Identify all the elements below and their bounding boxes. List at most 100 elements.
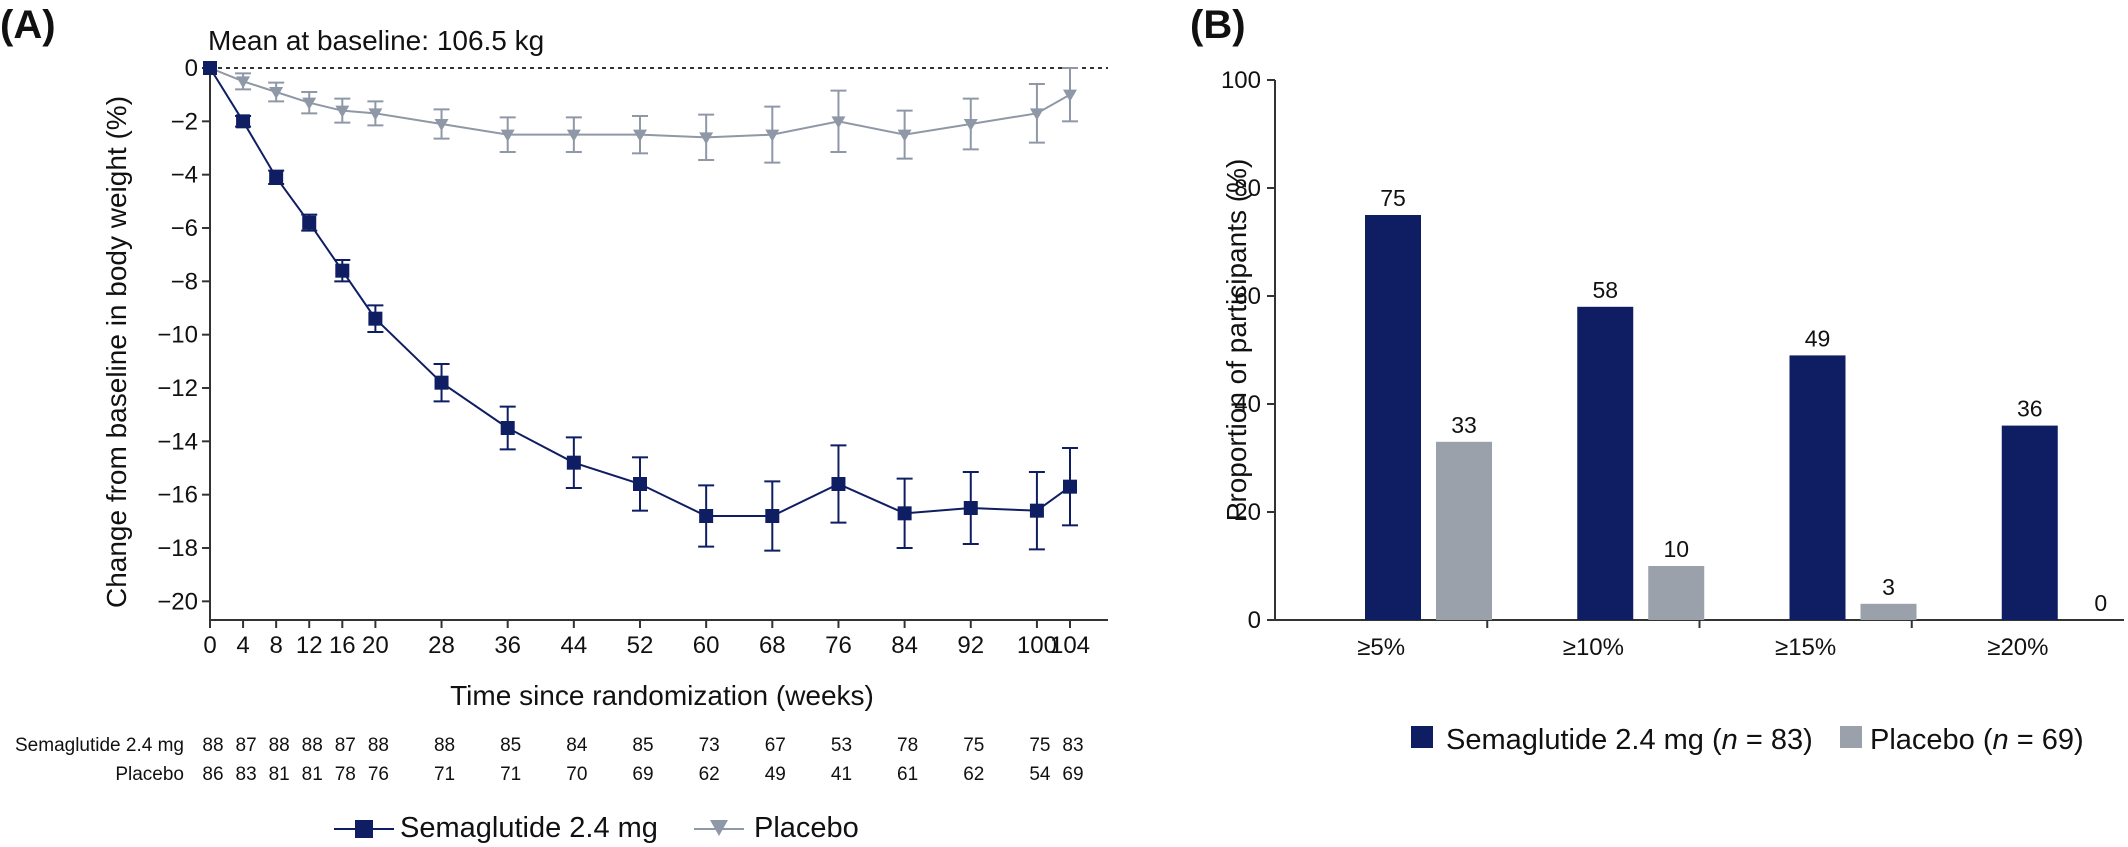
b-y-tick-label: 60 [1234,283,1261,310]
risk-value: 76 [368,764,389,785]
risk-value: 49 [765,764,786,785]
risk-row-label: Placebo [115,764,184,785]
a-x-tick-label: 36 [494,632,521,659]
b-y-tick-label: 100 [1221,67,1261,94]
risk-row-label: Semaglutide 2.4 mg [15,735,184,756]
data-point [335,105,350,118]
risk-value: 87 [335,735,356,756]
risk-value: 69 [632,764,653,785]
data-point [500,129,515,142]
a-x-tick-label: 28 [428,632,455,659]
risk-value: 81 [269,764,290,785]
legend-semaglutide-marker [355,820,373,838]
data-point [633,129,647,142]
risk-value: 53 [831,735,852,756]
a-x-tick-label: 44 [560,632,587,659]
a-y-tick-label: −10 [157,322,198,349]
a-x-tick-label: 52 [627,632,654,659]
risk-value: 71 [434,764,455,785]
semaglutide-bar [1577,306,1634,620]
risk-value: 88 [269,735,290,756]
semaglutide-series [203,61,1078,552]
risk-value: 88 [368,735,389,756]
risk-value: 85 [632,735,653,756]
risk-value: 62 [963,764,984,785]
panel-a-legend: Semaglutide 2.4 mg Placebo [334,812,859,844]
risk-value: 73 [699,735,720,756]
legend-placebo-marker [710,820,728,836]
data-point [269,87,284,99]
data-point [236,114,251,129]
a-x-tick-label: 68 [759,632,786,659]
legend-placebo-swatch [1840,726,1862,748]
a-y-tick-label: −14 [157,428,198,455]
panel-a-label: (A) [0,3,56,47]
a-x-tick-label: 12 [296,632,323,659]
risk-value: 75 [1029,735,1050,756]
data-point [897,506,912,521]
bar-value-label: 10 [1663,536,1689,562]
panel-b-legend: Semaglutide 2.4 mg (n = 83) Placebo (n =… [1411,724,2084,756]
b-y-tick-label: 0 [1248,607,1261,634]
data-point [1063,479,1077,494]
baseline-annotation: Mean at baseline: 106.5 kg [208,25,544,56]
risk-value: 54 [1029,764,1051,785]
a-x-tick-label: 92 [957,632,984,659]
risk-table: Semaglutide 2.4 mg 88 87 88 88 87 88 88 85 84 85 73… [15,735,1084,785]
semaglutide-bar [1789,355,1846,620]
panel-a-series [203,61,1078,552]
a-y-tick-label: −2 [171,108,198,135]
data-point [699,509,714,523]
data-point [368,108,383,121]
legend-placebo-text: Placebo (n = 69) [1870,724,2084,756]
b-x-category-label: ≥15% [1775,634,1836,661]
legend-semaglutide-swatch [1411,726,1433,748]
bar-value-label: 75 [1380,185,1406,211]
data-point [269,170,284,185]
data-point [566,129,581,142]
data-point [1063,89,1077,102]
a-y-tick-label: −4 [171,162,198,189]
a-y-tick-label: −20 [157,588,198,615]
risk-value: 61 [897,764,918,785]
a-y-tick-label: −16 [157,482,198,509]
placebo-bar [1860,603,1917,620]
risk-value: 88 [202,735,223,756]
placebo-bar [1648,566,1705,620]
data-point [500,421,515,435]
panel-a-weight-change-chart: (A) Mean at baseline: 106.5 kg Change fr… [0,3,1108,844]
data-point [434,375,449,390]
risk-value: 78 [897,735,918,756]
data-point [897,129,912,142]
data-point [699,132,714,145]
risk-value: 69 [1062,764,1083,785]
a-x-tick-label: 76 [825,632,852,659]
a-y-tick-label: −12 [157,375,198,402]
data-point [368,311,383,326]
risk-value: 62 [699,764,720,785]
a-x-tick-label: 0 [203,632,216,659]
b-x-category-label: ≥10% [1563,634,1624,661]
b-x-category-label: ≥5% [1357,634,1405,661]
data-point [765,129,780,142]
data-point [1029,503,1044,518]
a-x-tick-label: 4 [236,632,249,659]
b-y-tick-label: 80 [1234,175,1261,202]
a-y-tick-label: −8 [171,268,198,295]
placebo-series [203,63,1078,164]
panel-b-proportion-chart: (B) Proportion of participants (%) 0 20 40… [1190,3,2124,756]
b-y-tick-label: 20 [1234,499,1261,526]
risk-value: 88 [434,735,455,756]
b-y-tick-label: 40 [1234,391,1261,418]
bar-value-label: 58 [1592,277,1618,303]
panel-b-bars: 75 33 58 10 49 3 36 0 [1365,185,2107,620]
semaglutide-bar [2001,425,2058,620]
data-point [765,509,780,523]
data-point [203,61,217,75]
risk-value: 86 [202,764,223,785]
risk-value: 41 [831,764,852,785]
a-x-tick-label: 20 [362,632,389,659]
data-point [566,455,581,470]
data-point [434,119,449,131]
